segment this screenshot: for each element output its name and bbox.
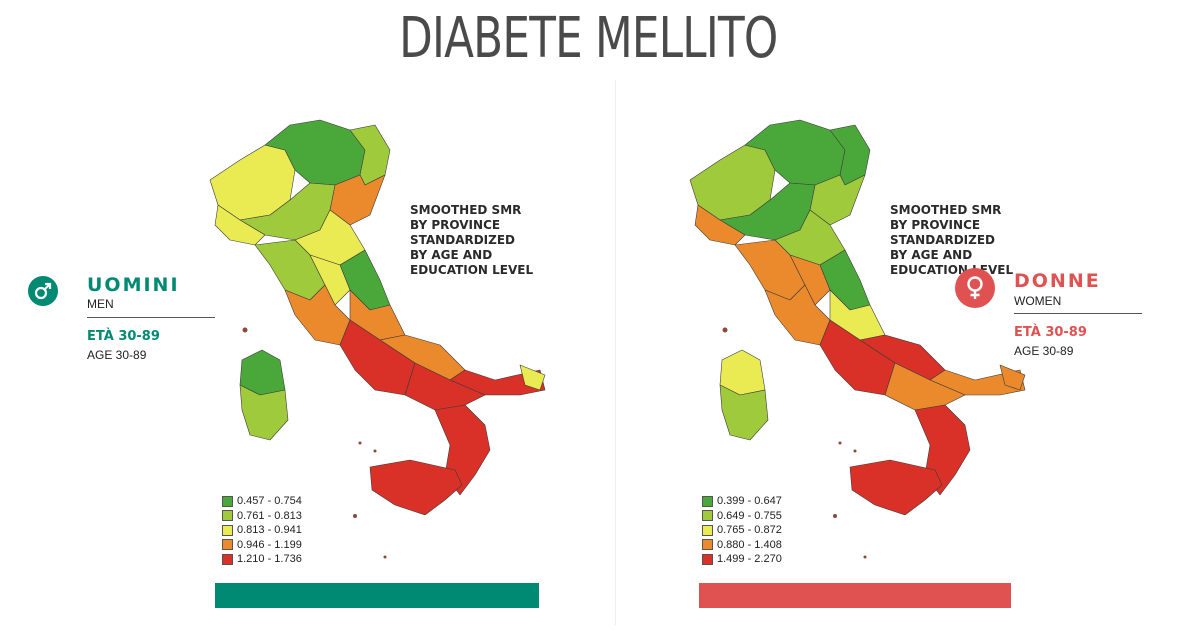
women-color-bar [699, 583, 1011, 608]
legend-item: 0.880 - 1.408 [702, 538, 782, 553]
women-label-it: DONNE [1014, 270, 1101, 292]
legend-item: 1.210 - 1.736 [222, 552, 302, 567]
legend-swatch [702, 510, 713, 522]
legend-swatch [222, 524, 233, 536]
men-legend: 0.457 - 0.754 0.761 - 0.813 0.813 - 0.94… [222, 494, 302, 567]
region-po-valley [239, 182, 336, 241]
region-umbria [789, 254, 831, 306]
map-note: SMOOTHED SMR BY PROVINCE STANDARDIZED BY… [890, 203, 1014, 277]
women-legend: 0.399 - 0.647 0.649 - 0.755 0.765 - 0.87… [702, 494, 782, 567]
legend-label: 0.880 - 1.408 [717, 538, 782, 551]
legend-item: 0.761 - 0.813 [222, 509, 302, 524]
region-sicily [849, 459, 943, 516]
legend-swatch [222, 539, 233, 551]
legend-swatch [702, 553, 713, 565]
men-map-panel: SMOOTHED SMR BY PROVINCE STANDARDIZED BY… [200, 105, 560, 625]
legend-item: 0.765 - 0.872 [702, 523, 782, 538]
legend-label: 0.457 - 0.754 [237, 495, 302, 508]
legend-label: 0.649 - 0.755 [717, 509, 782, 522]
men-rule [87, 317, 215, 318]
men-color-bar [215, 583, 539, 608]
legend-label: 1.499 - 2.270 [717, 553, 782, 566]
men-label-it: UOMINI [87, 274, 180, 296]
region-salento [999, 364, 1026, 391]
region-po-valley [719, 182, 816, 241]
page-title: DIABETE MELLITO [399, 6, 778, 71]
female-symbol-icon [955, 268, 995, 308]
legend-label: 0.761 - 0.813 [237, 509, 302, 522]
men-label-en: MEN [87, 297, 114, 311]
legend-swatch [222, 510, 233, 522]
legend-label: 0.813 - 0.941 [237, 524, 302, 537]
legend-item: 1.499 - 2.270 [702, 552, 782, 567]
panel-divider [615, 80, 616, 625]
legend-item: 0.946 - 1.199 [222, 538, 302, 553]
legend-label: 1.210 - 1.736 [237, 553, 302, 566]
italy-map-men [209, 119, 546, 559]
legend-label: 0.399 - 0.647 [717, 495, 782, 508]
italy-map-women [689, 119, 1026, 559]
men-age-it: ETÀ 30-89 [87, 329, 160, 344]
legend-label: 0.765 - 0.872 [717, 524, 782, 537]
region-sardinia-south [719, 384, 769, 441]
legend-item: 0.813 - 0.941 [222, 523, 302, 538]
women-map-panel: SMOOTHED SMR BY PROVINCE STANDARDIZED BY… [680, 105, 1040, 625]
legend-swatch [222, 553, 233, 565]
women-age-it: ETÀ 30-89 [1014, 325, 1087, 340]
male-symbol-icon [28, 276, 58, 306]
women-label-en: WOMEN [1014, 294, 1062, 308]
region-sardinia-south [239, 384, 289, 441]
men-age-en: AGE 30-89 [87, 348, 147, 362]
women-age-en: AGE 30-89 [1014, 344, 1074, 358]
region-sicily [369, 459, 463, 516]
region-salento [519, 364, 546, 391]
legend-item: 0.649 - 0.755 [702, 509, 782, 524]
region-umbria [309, 254, 351, 306]
legend-swatch [702, 524, 713, 536]
legend-swatch [702, 495, 713, 507]
women-rule [1014, 313, 1142, 314]
legend-item: 0.457 - 0.754 [222, 494, 302, 509]
legend-swatch [222, 495, 233, 507]
map-note: SMOOTHED SMR BY PROVINCE STANDARDIZED BY… [410, 203, 534, 277]
legend-item: 0.399 - 0.647 [702, 494, 782, 509]
legend-swatch [702, 539, 713, 551]
legend-label: 0.946 - 1.199 [237, 538, 302, 551]
